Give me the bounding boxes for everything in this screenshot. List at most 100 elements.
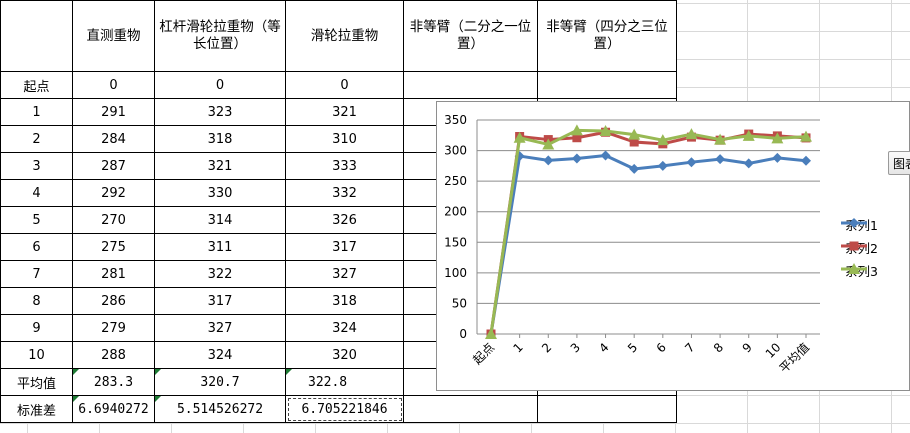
data-cell[interactable]: 322.8 [285,368,404,396]
data-point [599,125,612,137]
row-label-cell[interactable]: 6 [0,233,73,261]
line-chart[interactable]: 0 50 100 150 200 250 300 350 起点 1 2 3 4 5 6 7 8 9 10 平均值 系列… [436,101,910,391]
data-point [628,128,641,140]
data-cell[interactable]: 326 [285,206,404,234]
column-header[interactable]: 杠杆滑轮拉重物（等长位置） [154,0,286,72]
column-header[interactable]: 直测重物 [72,0,155,72]
column-header[interactable]: 非等臂（二分之一位置） [403,0,538,72]
y-tick-label: 250 [444,174,467,188]
data-point [629,137,639,147]
data-cell[interactable]: 330 [154,179,286,207]
data-cell[interactable]: 324 [154,341,286,369]
data-point [629,163,640,174]
x-tick-label: 9 [740,340,755,355]
data-cell[interactable]: 283.3 [72,368,155,396]
legend-marker-icon [841,218,867,228]
column-header[interactable]: 滑轮拉重物 [285,0,404,72]
row-label-cell[interactable]: 3 [0,152,73,180]
data-cell[interactable]: 279 [72,314,155,342]
column-header[interactable]: 非等臂（四分之三位置） [537,0,677,72]
data-point [656,134,669,146]
data-cell[interactable]: 310 [285,125,404,153]
legend-item[interactable]: 系列1 [841,216,878,233]
data-cell[interactable]: 320.7 [154,368,286,396]
table-row: 起点 0 0 0 [0,71,677,99]
data-cell[interactable]: 321 [285,98,404,126]
data-cell[interactable]: 270 [72,206,155,234]
legend-marker-icon [841,241,867,251]
data-cell[interactable]: 5.514526272 [154,395,286,423]
x-tick-label: 6 [654,340,669,355]
data-point [800,130,812,142]
series-line [489,128,807,335]
data-cell[interactable]: 6.6940272 [72,395,155,423]
row-label-cell[interactable]: 起点 [0,71,73,99]
data-cell[interactable]: 318 [154,125,286,153]
data-cell[interactable]: 327 [285,260,404,288]
chart-format-button[interactable]: 图表 [888,151,910,175]
data-cell[interactable]: 0 [285,71,404,99]
data-cell[interactable]: 311 [154,233,286,261]
data-cell[interactable]: 275 [72,233,155,261]
legend-item[interactable]: 系列2 [841,239,878,256]
header-row: 直测重物 杠杆滑轮拉重物（等长位置） 滑轮拉重物 非等臂（二分之一位置） 非等臂（四分之… [0,0,677,72]
row-label-cell[interactable]: 5 [0,206,73,234]
x-tick-label: 5 [625,340,640,355]
data-cell[interactable]: 317 [154,287,286,315]
data-cell[interactable]: 6.705221846 [285,395,404,423]
data-cell[interactable]: 284 [72,125,155,153]
row-label-cell[interactable]: 标准差 [0,395,73,423]
data-point [571,153,582,164]
data-point [801,155,811,166]
data-cell[interactable]: 0 [72,71,155,99]
empty-cell[interactable] [403,395,538,423]
row-label-cell[interactable]: 1 [0,98,73,126]
x-tick-label: 8 [711,340,726,355]
data-cell[interactable]: 322 [154,260,286,288]
row-label-cell[interactable]: 2 [0,125,73,153]
data-cell[interactable]: 287 [72,152,155,180]
x-tick-label: 2 [539,340,554,355]
row-label-cell[interactable]: 9 [0,314,73,342]
data-cell[interactable]: 323 [154,98,286,126]
row-label-cell[interactable]: 平均值 [0,368,73,396]
series-line [489,153,807,335]
data-point [685,128,698,140]
data-point [542,138,555,150]
legend-marker-icon [841,263,867,274]
data-cell[interactable]: 0 [154,71,286,99]
data-point [715,154,726,165]
empty-cell[interactable] [403,71,538,99]
empty-cell[interactable] [537,395,677,423]
empty-cell[interactable] [537,71,677,99]
data-point [742,129,755,141]
column-header[interactable] [0,0,73,72]
row-label-cell[interactable]: 8 [0,287,73,315]
legend-item[interactable]: 系列3 [841,262,878,279]
data-cell[interactable]: 324 [285,314,404,342]
data-cell[interactable]: 281 [72,260,155,288]
data-cell[interactable]: 327 [154,314,286,342]
data-cell[interactable]: 286 [72,287,155,315]
data-cell[interactable]: 292 [72,179,155,207]
data-cell[interactable]: 314 [154,206,286,234]
data-cell[interactable]: 333 [285,152,404,180]
data-point [772,152,783,163]
row-label-cell[interactable]: 10 [0,341,73,369]
row-label-cell[interactable]: 4 [0,179,73,207]
x-tick-label: 10 [763,340,784,361]
data-point [485,328,497,339]
data-cell[interactable]: 321 [154,152,286,180]
data-cell[interactable]: 291 [72,98,155,126]
x-tick-label: 7 [682,340,697,355]
data-cell[interactable]: 318 [285,287,404,315]
x-tick-label: 3 [568,340,583,355]
y-tick-label: 150 [444,235,467,249]
data-cell[interactable]: 320 [285,341,404,369]
y-tick-label: 200 [444,205,467,219]
data-cell[interactable]: 317 [285,233,404,261]
data-cell[interactable]: 332 [285,179,404,207]
data-point [513,131,526,143]
row-label-cell[interactable]: 7 [0,260,73,288]
data-cell[interactable]: 288 [72,341,155,369]
